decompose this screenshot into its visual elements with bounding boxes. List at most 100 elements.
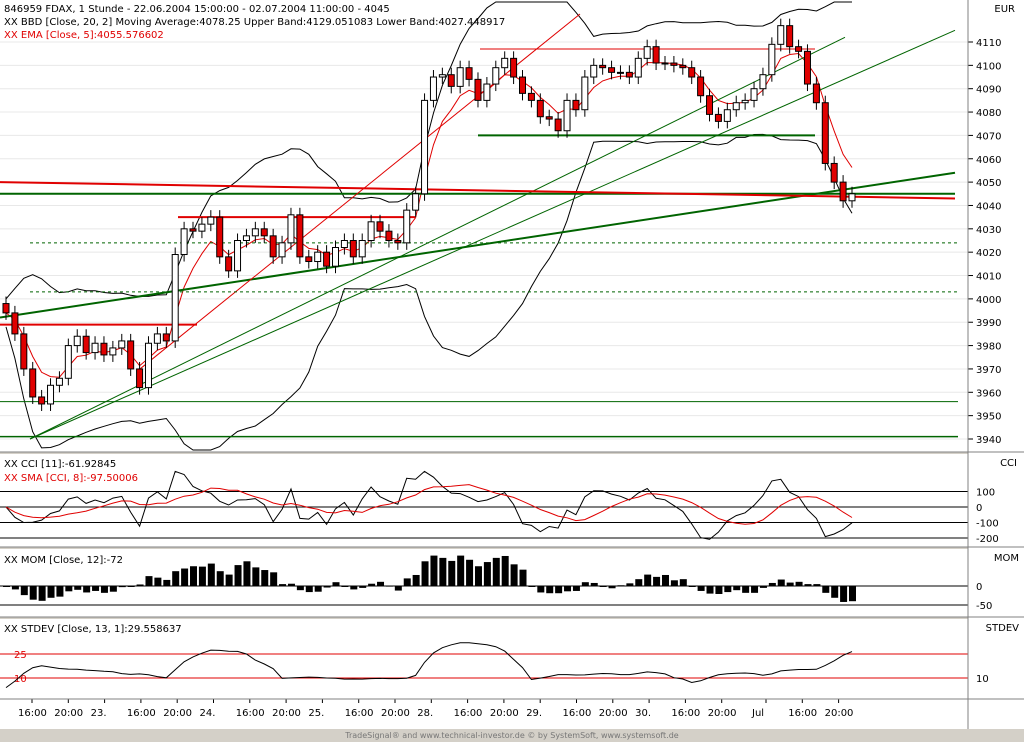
mom-bar: [599, 586, 607, 587]
price-tick-label: 3980: [976, 342, 1001, 353]
candle-body: [839, 181, 847, 202]
candle-body: [599, 64, 607, 69]
candle-body: [527, 92, 535, 101]
mom-bar: [635, 579, 643, 586]
mom-bar: [537, 586, 545, 593]
ema-legend: XX EMA [Close, 5]:4055.576602: [4, 30, 164, 41]
candle-body: [11, 312, 19, 335]
chart-title: 846959 FDAX, 1 Stunde - 22.06.2004 15:00…: [4, 4, 390, 15]
candle-body: [563, 99, 571, 132]
price-tick-label: 4010: [976, 272, 1001, 283]
candle-body: [608, 67, 616, 73]
trendline-red: [139, 13, 581, 370]
candle-body: [545, 116, 553, 120]
candle-body: [29, 368, 37, 398]
mom-bar: [403, 578, 411, 586]
candle-body: [171, 254, 179, 342]
cci-tick-label: -100: [976, 519, 999, 530]
mom-bar: [831, 586, 839, 598]
price-tick-label: 4060: [976, 155, 1001, 166]
mom-bar: [706, 586, 714, 594]
mom-bar: [439, 557, 447, 586]
candle-body: [47, 384, 55, 405]
price-tick-label: 4100: [976, 61, 1001, 72]
mom-bar: [742, 586, 750, 593]
mom-bar: [74, 586, 82, 590]
time-tick-label: 23.: [91, 708, 107, 719]
mom-bar: [394, 586, 402, 591]
time-tick-label: 16:00: [127, 708, 156, 719]
candle-body: [349, 240, 357, 258]
time-tick-label: 20:00: [825, 708, 854, 719]
candle-body: [483, 83, 491, 101]
mom-bar: [564, 586, 572, 592]
mom-bar: [47, 586, 55, 598]
mom-bar: [252, 567, 260, 586]
mom-bar: [323, 586, 331, 588]
time-tick-label: 16:00: [236, 708, 265, 719]
mom-bar: [56, 586, 64, 597]
candle-body: [421, 99, 429, 195]
mom-bar: [314, 586, 322, 592]
stdev-tick-label: 10: [976, 674, 989, 685]
mom-bar: [11, 586, 19, 590]
candle-body: [260, 228, 268, 237]
stdev-level-label: 25: [14, 650, 27, 661]
mom-bar: [822, 586, 830, 593]
price-tick-label: 4050: [976, 178, 1001, 189]
mom-tick-label: 0: [976, 582, 982, 593]
stdev-panel: [0, 619, 968, 699]
candle-body: [777, 25, 785, 45]
candle-body: [732, 102, 740, 111]
mom-bar: [145, 576, 153, 586]
stdev-legend: XX STDEV [Close, 13, 1]:29.558637: [4, 624, 182, 635]
mom-bar: [840, 586, 848, 602]
mom-bar: [279, 584, 287, 586]
candle-body: [714, 113, 722, 122]
candle-body: [64, 345, 72, 379]
time-tick-label: 16:00: [788, 708, 817, 719]
mom-bar: [430, 555, 438, 586]
mom-bar: [207, 563, 215, 586]
candles-layer: [2, 18, 856, 411]
mom-bar: [243, 561, 251, 586]
candle-body: [305, 256, 313, 263]
candle-body: [679, 64, 687, 69]
footer-credit: TradeSignal® and www.technical-investor.…: [344, 731, 679, 740]
candle-body: [82, 335, 90, 354]
candle-body: [162, 333, 170, 342]
mom-bar: [421, 561, 429, 586]
mom-bar: [377, 581, 385, 586]
mom-bar: [127, 586, 135, 587]
time-tick-label: 20:00: [54, 708, 83, 719]
candle-body: [652, 46, 660, 64]
mom-bar: [412, 574, 420, 586]
mom-bar: [29, 586, 37, 600]
mom-bar: [190, 566, 198, 586]
price-tick-label: 4080: [976, 108, 1001, 119]
candle-body: [768, 43, 776, 76]
price-tick-label: 4040: [976, 201, 1001, 212]
bollinger-legend: XX BBD [Close, 20, 2] Moving Average:407…: [4, 17, 505, 28]
mom-bar: [385, 585, 393, 587]
mom-bar: [20, 586, 28, 596]
mom-bar: [466, 559, 474, 586]
candle-body: [153, 333, 161, 344]
mom-bar: [679, 579, 687, 586]
candle-body: [795, 46, 803, 52]
time-tick-label: 24.: [200, 708, 216, 719]
mom-bar: [38, 586, 46, 601]
mom-bar: [216, 571, 224, 586]
candle-body: [127, 340, 135, 370]
time-tick-label: 16:00: [345, 708, 374, 719]
candle-body: [296, 214, 304, 258]
cci-sma-line: [5, 484, 853, 525]
candle-body: [207, 216, 215, 225]
mom-bar: [341, 586, 349, 587]
candle-body: [572, 99, 580, 111]
time-tick-label: 28.: [417, 708, 433, 719]
mom-bar: [109, 586, 117, 592]
mom-bar: [804, 584, 812, 586]
time-tick-label: 20:00: [163, 708, 192, 719]
